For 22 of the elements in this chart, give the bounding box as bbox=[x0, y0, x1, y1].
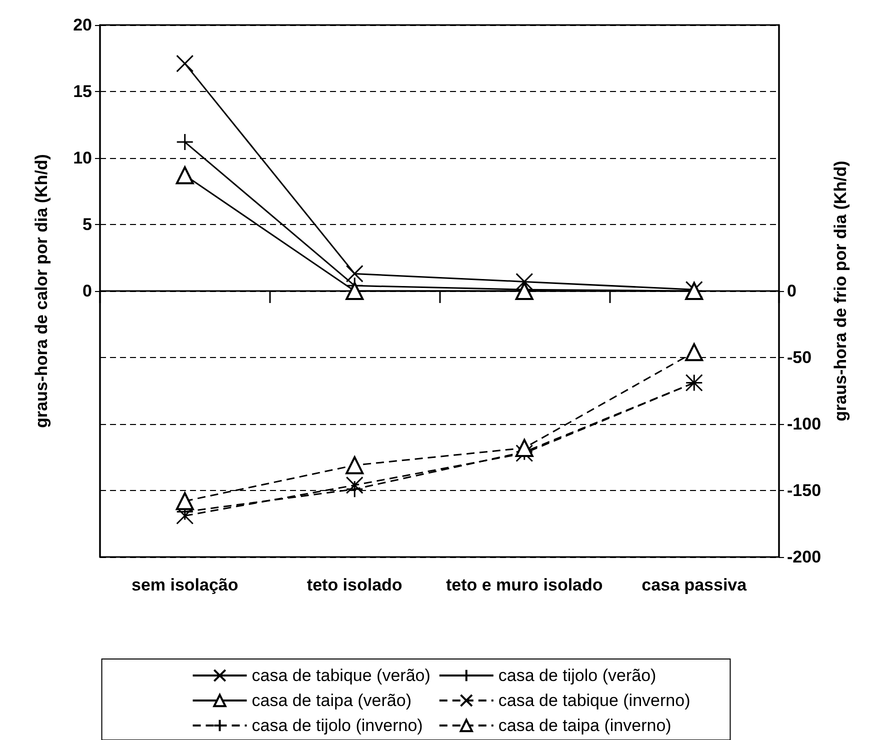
legend-label: casa de taipa (inverno) bbox=[498, 716, 672, 735]
x-tick-label: sem isolação bbox=[131, 576, 238, 594]
y2-axis-title: graus-hora de frio por dia (Kh/d) bbox=[830, 160, 850, 422]
y-axis-title: graus-hora de calor por dia (Kh/d) bbox=[32, 154, 51, 428]
x-tick-label: teto e muro isolado bbox=[446, 576, 603, 594]
y2-tick-label: -150 bbox=[787, 481, 822, 500]
y-tick-label: 10 bbox=[73, 148, 92, 168]
y2-tick-label: -50 bbox=[787, 348, 812, 367]
y-tick-label: 5 bbox=[82, 215, 92, 234]
y2-tick-label: 0 bbox=[787, 282, 796, 300]
x-tick-label: casa passiva bbox=[642, 576, 748, 594]
y2-tick-label: -100 bbox=[787, 414, 822, 434]
y-tick-label: 20 bbox=[73, 16, 92, 34]
legend-label: casa de tabique (inverno) bbox=[498, 691, 690, 710]
legend-label: casa de tijolo (inverno) bbox=[252, 716, 423, 735]
y2-tick-label: -200 bbox=[787, 548, 822, 566]
y-tick-label: 0 bbox=[82, 282, 92, 300]
legend-label: casa de tijolo (verão) bbox=[498, 666, 656, 685]
y-tick-label: 15 bbox=[73, 82, 92, 101]
x-tick-label: teto isolado bbox=[306, 576, 402, 594]
legend-label: casa de tabique (verão) bbox=[252, 666, 430, 685]
legend-label: casa de taipa (verão) bbox=[252, 691, 412, 710]
